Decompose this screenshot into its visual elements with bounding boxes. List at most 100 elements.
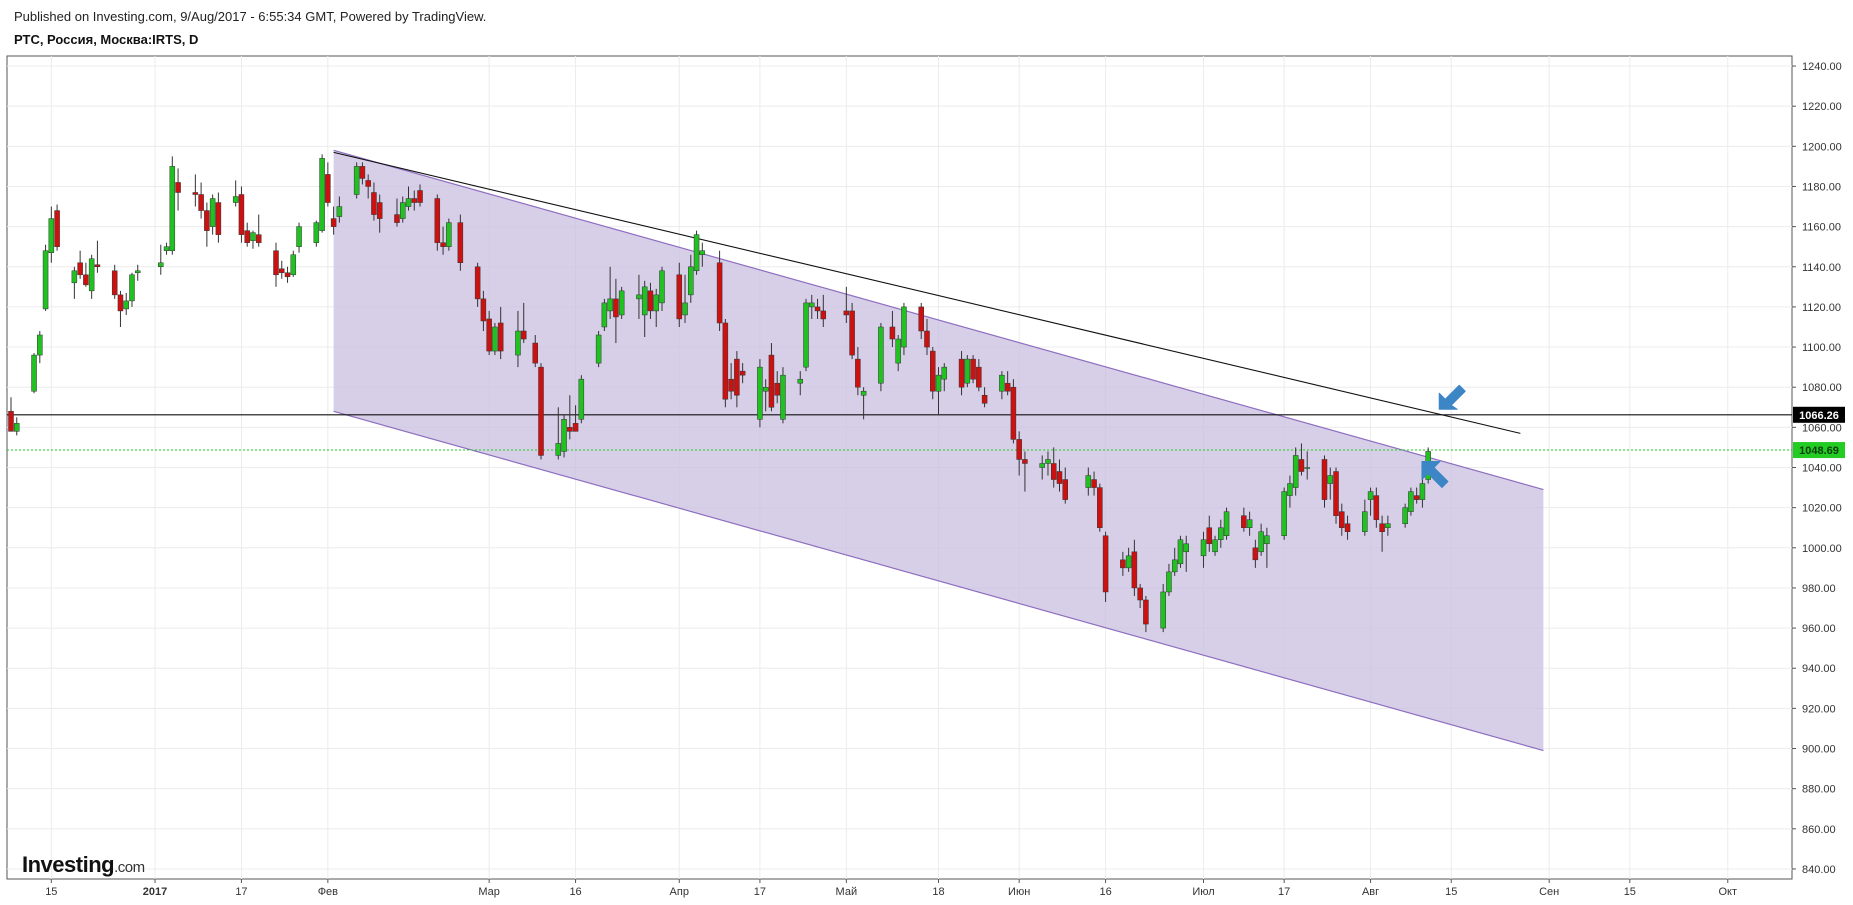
candle-body xyxy=(1379,523,1385,532)
candle-body xyxy=(924,330,930,348)
price-tick-label: 840.00 xyxy=(1802,864,1836,876)
price-tick-label: 940.00 xyxy=(1802,663,1836,675)
candle xyxy=(803,298,809,372)
candle-body xyxy=(411,198,418,203)
candle-body xyxy=(734,358,740,396)
candle xyxy=(371,182,377,221)
time-tick-label: Авг xyxy=(1362,886,1379,898)
time-axis: 15 2017 17 Фев Мар 16 Апр 17 Май 18 Июн 16 Июл 17 Авг 1… xyxy=(45,879,1737,898)
candle xyxy=(1166,563,1172,596)
candle-body xyxy=(1367,491,1374,500)
candle-body xyxy=(895,338,901,364)
candle-body xyxy=(1004,382,1011,392)
candle xyxy=(1039,455,1045,480)
candle xyxy=(1379,515,1385,552)
candle-body xyxy=(1327,475,1334,484)
candle xyxy=(1097,483,1103,532)
candle xyxy=(768,343,775,412)
candle xyxy=(849,302,855,360)
time-tick-label: 17 xyxy=(1278,886,1290,898)
candle-body xyxy=(889,326,896,340)
candle xyxy=(290,250,297,277)
candle-body xyxy=(330,218,337,227)
candle xyxy=(878,322,884,392)
candle xyxy=(1281,487,1287,540)
published-caption: Published on Investing.com, 9/Aug/2017 -… xyxy=(14,9,487,24)
candle xyxy=(918,302,924,340)
candle-body xyxy=(371,192,377,215)
candle xyxy=(693,230,700,275)
candle xyxy=(192,174,199,207)
time-tick-label: 15 xyxy=(1624,886,1636,898)
candle-body xyxy=(296,226,302,247)
candle-body xyxy=(1333,471,1339,516)
candle xyxy=(814,298,821,319)
candle xyxy=(716,250,723,332)
candle-body xyxy=(901,306,907,348)
candle xyxy=(129,272,135,307)
candle xyxy=(117,290,124,327)
candle-body xyxy=(860,390,867,396)
candle xyxy=(999,371,1005,400)
candle-body xyxy=(255,234,262,243)
candle-body xyxy=(595,334,602,364)
candle-body xyxy=(1218,527,1224,541)
candle-body xyxy=(728,378,734,392)
candle-body xyxy=(232,196,239,203)
price-badge: 1066.26 xyxy=(1793,406,1845,423)
candle-body xyxy=(555,443,562,456)
time-tick-label: 16 xyxy=(569,886,581,898)
candle xyxy=(169,156,176,255)
candle xyxy=(1056,459,1063,492)
candle xyxy=(797,371,803,396)
price-tick-label: 1120.00 xyxy=(1802,302,1841,314)
candles xyxy=(8,154,1431,633)
candle xyxy=(1419,475,1426,508)
candle xyxy=(175,168,181,211)
candle xyxy=(659,266,665,311)
candle xyxy=(601,298,608,332)
candle xyxy=(1362,499,1368,536)
candle xyxy=(636,274,642,319)
candle-body xyxy=(722,322,729,400)
candle xyxy=(780,367,786,424)
candle-body xyxy=(244,230,250,243)
candle xyxy=(319,154,325,233)
candle xyxy=(1050,447,1057,488)
price-tick-label: 920.00 xyxy=(1802,703,1836,715)
candle-body xyxy=(739,370,746,376)
candle-body xyxy=(250,232,256,241)
logo-name: Investing xyxy=(22,852,115,877)
candle xyxy=(71,266,78,299)
candle xyxy=(313,220,320,247)
candle xyxy=(647,282,654,319)
candle-body xyxy=(601,302,608,328)
candle xyxy=(255,214,262,247)
candle-body xyxy=(1373,495,1380,520)
candle xyxy=(981,387,988,408)
candle-body xyxy=(134,270,141,274)
candle xyxy=(757,359,763,428)
candle xyxy=(399,196,406,223)
channel-fill xyxy=(333,150,1544,751)
time-tick-label: 15 xyxy=(1445,886,1457,898)
candle-body xyxy=(578,378,585,420)
candle xyxy=(1264,527,1270,568)
time-tick-label: 16 xyxy=(1099,886,1111,898)
candle xyxy=(497,306,504,360)
candle-body xyxy=(659,270,665,304)
candle xyxy=(244,222,250,247)
channel-upper-line xyxy=(333,149,1544,491)
candle-body xyxy=(1252,547,1259,561)
candle xyxy=(1344,515,1351,540)
candle-body xyxy=(797,378,803,384)
time-tick-label: Апр xyxy=(670,886,689,898)
candle-body xyxy=(768,354,775,408)
candle xyxy=(970,355,976,384)
price-tick-label: 1180.00 xyxy=(1802,181,1841,193)
candle xyxy=(1131,539,1138,596)
candle-body xyxy=(1344,523,1351,532)
price-badge-label: 1066.26 xyxy=(1799,410,1839,422)
candle-body xyxy=(1166,571,1172,593)
